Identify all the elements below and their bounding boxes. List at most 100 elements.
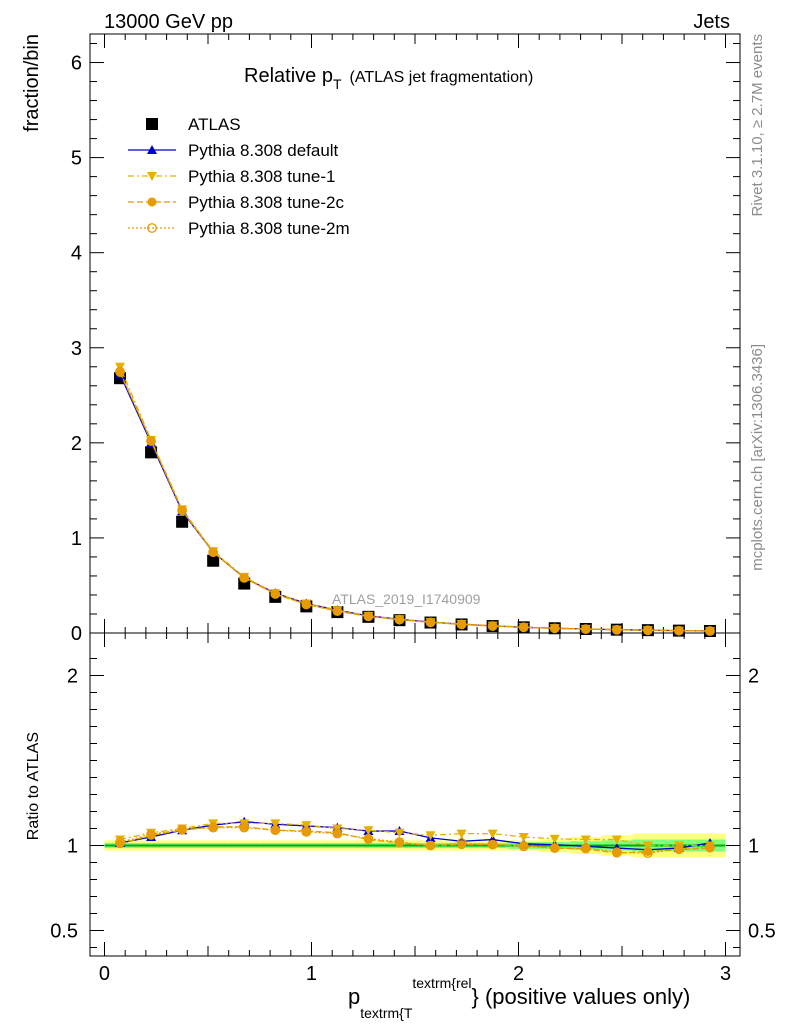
ratio-point-tune2m bbox=[705, 842, 715, 853]
ratio-point-tune2m bbox=[394, 837, 405, 847]
series-line-tune1 bbox=[119, 366, 710, 632]
ratio-point-tune1 bbox=[363, 826, 374, 836]
data-point-tune2m bbox=[394, 614, 405, 625]
data-point-tune2c bbox=[550, 623, 560, 633]
main-y-tick-label: 5 bbox=[71, 148, 82, 170]
title-sub: T bbox=[333, 76, 342, 92]
legend-label-atlas: ATLAS bbox=[188, 115, 241, 134]
main-y-tick-label: 6 bbox=[71, 53, 82, 75]
data-point-tune2m bbox=[487, 621, 498, 631]
data-point-tune2c bbox=[394, 615, 404, 625]
x-axis-label: ptextrm{T textrm{rel} (positive values on… bbox=[348, 975, 690, 1021]
main-y-tick-label: 4 bbox=[71, 243, 82, 265]
rivet-label: Rivet 3.1.10, ≥ 2.7M events bbox=[749, 34, 766, 217]
energy-label: 13000 GeV pp bbox=[104, 11, 233, 33]
ratio-point-tune2c bbox=[488, 840, 498, 850]
ratio-point-tune2m bbox=[332, 828, 343, 839]
ratio-y-tick-label-right: 0.5 bbox=[748, 921, 776, 943]
data-point-tune2m bbox=[363, 611, 374, 622]
ratio-y-tick-label: 1 bbox=[67, 836, 78, 858]
x-tick-label: 1 bbox=[306, 963, 317, 985]
ratio-point-tune2m bbox=[642, 848, 653, 859]
main-y-tick-label: 2 bbox=[71, 433, 82, 455]
ratio-point-tune2m bbox=[456, 838, 467, 848]
legend-marker-tune2c bbox=[147, 197, 157, 207]
ratio-y-tick-label-right: 2 bbox=[748, 666, 759, 688]
data-point-tune2c bbox=[674, 626, 684, 636]
axes-layer: 0 1 2 3 0 1 2 3 4 5 6 0.5 0.5 1 1 2 2 bbox=[50, 33, 776, 985]
legend-label-tune2m: Pythia 8.308 tune-2m bbox=[188, 219, 350, 238]
ratio-point-tune2m bbox=[549, 843, 560, 853]
ratio-point-tune1 bbox=[425, 831, 436, 841]
legend-label-default: Pythia 8.308 default bbox=[188, 141, 339, 160]
data-point-tune2m bbox=[177, 505, 188, 516]
xlabel-main: p bbox=[348, 984, 360, 1009]
data-point-tune2m bbox=[456, 619, 467, 630]
ratio-point-tune1 bbox=[518, 833, 529, 842]
ratio-point-tune2m bbox=[301, 827, 312, 837]
data-point-tune2m bbox=[146, 436, 156, 446]
legend: ATLAS Pythia 8.308 default Pythia 8.308 tu… bbox=[128, 115, 350, 238]
data-point-tune2m bbox=[239, 572, 250, 583]
ratio-point-tune1 bbox=[642, 841, 653, 851]
title-main: Relative p bbox=[244, 65, 333, 87]
data-point-tune2m bbox=[270, 589, 281, 599]
data-point-tune2m bbox=[549, 623, 560, 634]
data-point-tune2m bbox=[115, 366, 125, 377]
ratio-ylabel: Ratio to ATLAS bbox=[25, 732, 42, 840]
data-point-tune2m bbox=[674, 625, 684, 636]
data-point-tune2m bbox=[580, 624, 591, 635]
ratio-point-tune2m bbox=[146, 829, 156, 840]
xlabel-sub: textrm{T bbox=[360, 1005, 413, 1021]
analysis-watermark: ATLAS_2019_I1740909 bbox=[332, 591, 481, 607]
legend-marker-atlas bbox=[146, 118, 158, 130]
ratio-point-tune2m bbox=[115, 837, 125, 847]
legend-marker-tune1 bbox=[147, 172, 157, 181]
ratio-y-tick-label-right: 1 bbox=[748, 836, 759, 858]
ratio-point-tune2m bbox=[363, 833, 374, 844]
data-point-atlas bbox=[207, 554, 220, 567]
ratio-point-tune1 bbox=[456, 829, 467, 839]
main-y-tick-label: 3 bbox=[71, 338, 82, 360]
chart-title: Relative pT (ATLAS jet fragmentation) bbox=[244, 65, 533, 92]
ratio-point-tune1 bbox=[611, 835, 622, 845]
data-point-tune2c bbox=[519, 622, 529, 632]
xlabel-rest: } (positive values only) bbox=[472, 984, 691, 1009]
data-point-tune2c bbox=[363, 611, 373, 621]
x-tick-label: 2 bbox=[513, 963, 524, 985]
ratio-point-tune2m bbox=[580, 843, 591, 853]
legend-label-tune2c: Pythia 8.308 tune-2c bbox=[188, 193, 344, 212]
ratio-point-tune1 bbox=[394, 828, 405, 838]
ratio-point-tune1 bbox=[301, 821, 312, 831]
data-point-tune2m bbox=[208, 547, 219, 558]
ratio-point-tune1 bbox=[580, 835, 591, 845]
data-point-tune2m bbox=[518, 622, 529, 633]
data-point-tune2c bbox=[270, 589, 280, 599]
ratio-line-tune1 bbox=[119, 822, 710, 847]
data-point-tune2m bbox=[301, 599, 312, 610]
title-rest: (ATLAS jet fragmentation) bbox=[350, 69, 534, 86]
legend-marker-tune2m bbox=[147, 223, 157, 233]
xlabel-sup: textrm{rel bbox=[412, 975, 471, 991]
ratio-point-tune2m bbox=[425, 840, 436, 851]
series-layer bbox=[114, 362, 716, 859]
ratio-y-tick-label: 2 bbox=[67, 666, 78, 688]
ratio-point-tune2m bbox=[674, 844, 684, 854]
main-ylabel: fraction/bin bbox=[21, 34, 43, 132]
ratio-point-tune1 bbox=[549, 834, 560, 844]
data-point-tune2m bbox=[425, 617, 436, 628]
source-label: mcplots.cern.ch [arXiv:1306.3436] bbox=[749, 344, 766, 571]
process-label: Jets bbox=[693, 11, 730, 33]
data-point-tune2c bbox=[332, 606, 342, 616]
data-point-tune2m bbox=[332, 606, 343, 617]
main-y-tick-label: 1 bbox=[71, 528, 82, 550]
legend-label-tune1: Pythia 8.308 tune-1 bbox=[188, 167, 335, 186]
ratio-point-tune2m bbox=[611, 847, 622, 858]
data-point-tune2m bbox=[705, 626, 715, 636]
ratio-point-tune2m bbox=[177, 824, 188, 835]
data-point-atlas bbox=[176, 515, 189, 528]
data-point-tune2c bbox=[643, 625, 653, 635]
ratio-point-tune2m bbox=[487, 839, 498, 850]
ratio-point-tune2m bbox=[208, 822, 219, 833]
